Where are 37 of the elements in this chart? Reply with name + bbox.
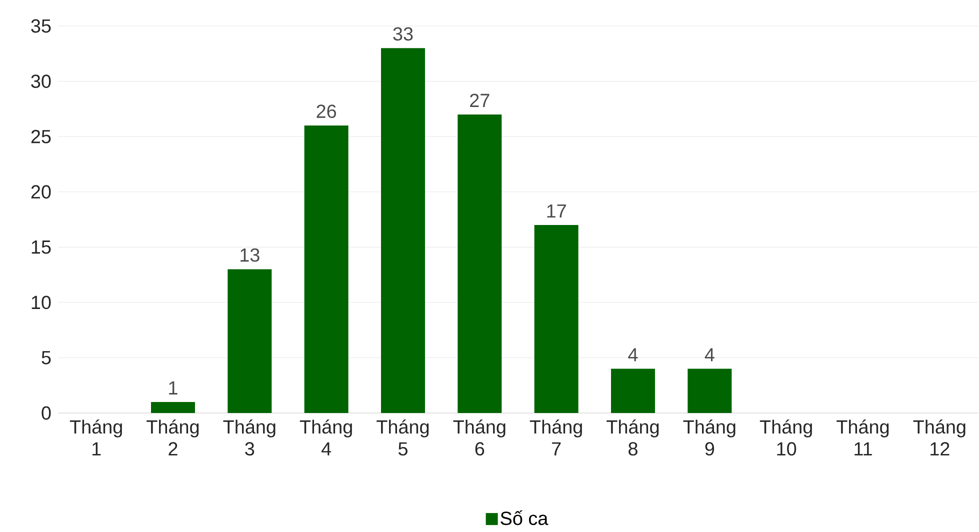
x-tick-label: Tháng 9	[683, 420, 736, 456]
data-label: 33	[393, 27, 413, 41]
x-tick-label: Tháng 3	[223, 420, 276, 456]
data-label: 4	[704, 348, 714, 362]
x-tick-label: Tháng 12	[913, 420, 966, 456]
y-tick-label: 35	[31, 19, 51, 33]
data-label: 13	[240, 248, 260, 262]
bar	[381, 48, 426, 414]
bar	[228, 269, 272, 414]
data-label: 1	[169, 382, 178, 395]
bar	[151, 402, 195, 414]
bar	[688, 368, 732, 414]
x-tick-label: Tháng 11	[836, 420, 889, 456]
y-tick-label: 10	[32, 296, 51, 310]
x-tick-label: Tháng 2	[146, 420, 199, 456]
data-label: 17	[547, 204, 566, 218]
bar	[611, 368, 656, 414]
x-tick-label: Tháng 1	[70, 420, 122, 456]
data-label: 26	[316, 104, 336, 118]
y-tick-label: 15	[32, 240, 51, 254]
y-tick-label: 25	[31, 130, 51, 144]
x-tick-label: Tháng 8	[606, 420, 659, 456]
x-tick-label: Tháng 10	[760, 420, 812, 456]
data-label: 27	[470, 94, 490, 108]
y-tick-label: 30	[31, 74, 51, 88]
data-label: 4	[628, 348, 638, 362]
y-tick-label: 5	[42, 351, 51, 364]
y-tick-label: 20	[31, 185, 51, 199]
y-tick-label: 0	[42, 406, 51, 420]
x-tick-label: Tháng 7	[530, 420, 582, 456]
x-tick-label: Tháng 4	[300, 420, 352, 456]
bar	[458, 114, 502, 414]
bar	[534, 225, 578, 414]
bar	[304, 126, 348, 414]
x-tick-label: Tháng 5	[376, 420, 429, 456]
x-tick-label: Tháng 6	[453, 420, 506, 456]
legend-label: Số ca	[500, 510, 548, 526]
